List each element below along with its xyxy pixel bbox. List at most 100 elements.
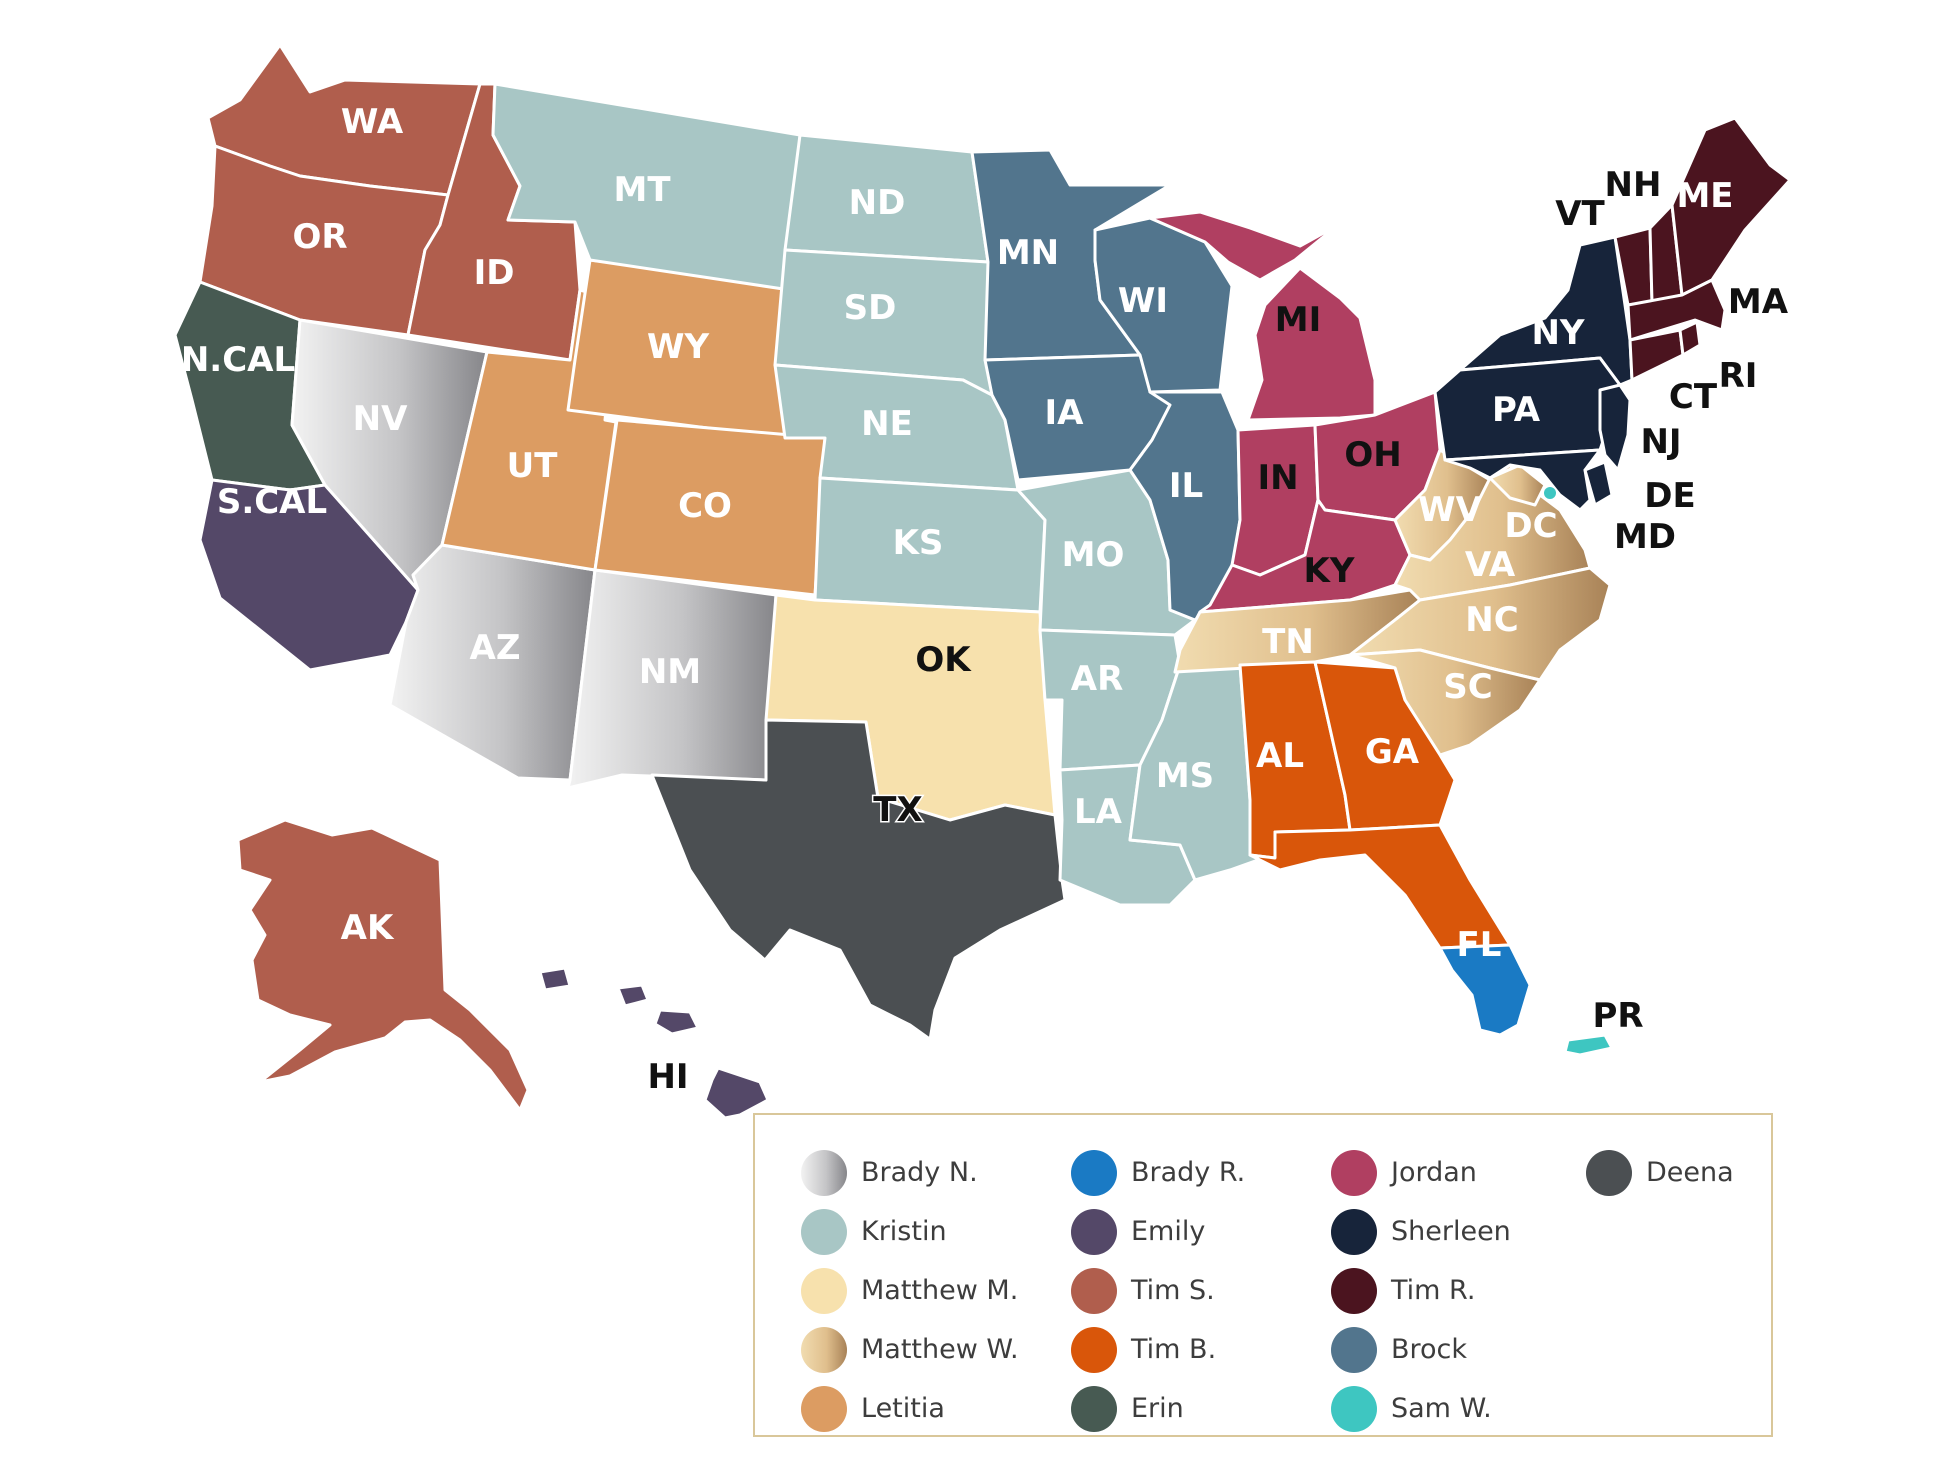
label-IN: IN — [1257, 458, 1298, 498]
legend-label: Brock — [1391, 1334, 1468, 1365]
label-MA: MA — [1728, 282, 1789, 322]
legend-label: Jordan — [1391, 1157, 1477, 1188]
legend-swatch — [801, 1208, 847, 1255]
state-PR — [1563, 1033, 1614, 1057]
label-UT: UT — [507, 446, 559, 486]
legend-item: Brady N. — [801, 1143, 1071, 1202]
label-OR: OR — [292, 217, 347, 257]
label-WV: WV — [1418, 490, 1483, 530]
state-DE — [1583, 460, 1614, 507]
state-CT — [1628, 328, 1685, 382]
state-MI — [1246, 266, 1377, 422]
legend-label: Brady N. — [861, 1157, 978, 1188]
legend-label: Matthew W. — [861, 1334, 1019, 1365]
label-ID: ID — [474, 253, 515, 293]
label-KS: KS — [893, 523, 944, 563]
legend-label: Tim R. — [1391, 1275, 1476, 1306]
legend-item: Kristin — [801, 1202, 1071, 1261]
label-MO: MO — [1062, 535, 1125, 575]
label-ME: ME — [1676, 176, 1733, 216]
label-SCAL: S.CAL — [217, 482, 327, 522]
legend-label: Emily — [1131, 1216, 1206, 1247]
state-SCAL — [198, 478, 420, 672]
legend-item: Matthew W. — [801, 1320, 1071, 1379]
label-HI: HI — [647, 1057, 688, 1097]
label-OH: OH — [1344, 435, 1401, 475]
legend-label: Deena — [1646, 1157, 1734, 1188]
state-GA — [1313, 660, 1457, 832]
state-HI — [703, 1066, 770, 1120]
legend-swatch — [801, 1149, 847, 1196]
legend-item — [1586, 1320, 1786, 1379]
legend-label: Tim B. — [1131, 1334, 1217, 1365]
legend-label: Kristin — [861, 1216, 947, 1247]
state-RI — [1678, 320, 1702, 357]
label-SD: SD — [844, 288, 897, 328]
label-GA: GA — [1365, 732, 1420, 772]
label-MS: MS — [1156, 756, 1214, 796]
label-NC: NC — [1465, 600, 1518, 640]
state-HI-kauai — [538, 966, 572, 992]
label-DE: DE — [1644, 476, 1695, 516]
label-NV: NV — [353, 399, 408, 439]
legend-label: Sherleen — [1391, 1216, 1511, 1247]
state-MD — [1443, 448, 1602, 512]
label-OK: OK — [915, 640, 972, 680]
label-WA: WA — [341, 102, 404, 142]
legend-swatch — [1331, 1385, 1377, 1432]
label-AZ: AZ — [470, 628, 521, 668]
label-TX: TX — [873, 790, 922, 830]
label-TN: TN — [1262, 622, 1314, 662]
legend-item: Deena — [1586, 1143, 1786, 1202]
legend-item: Tim S. — [1071, 1261, 1331, 1320]
label-LA: LA — [1074, 792, 1123, 832]
legend-label: Sam W. — [1391, 1393, 1492, 1424]
legend-swatch — [1071, 1208, 1117, 1255]
label-NM: NM — [639, 652, 701, 692]
legend-swatch — [1331, 1149, 1377, 1196]
state-SFL — [1438, 943, 1532, 1037]
label-AL: AL — [1256, 736, 1304, 776]
label-DC: DC — [1504, 506, 1557, 546]
label-MD: MD — [1614, 517, 1676, 557]
label-MI: MI — [1275, 300, 1321, 340]
legend-swatch — [801, 1267, 847, 1314]
legend-swatch — [1331, 1208, 1377, 1255]
label-CT: CT — [1669, 377, 1718, 417]
label-WY: WY — [647, 327, 710, 367]
label-VA: VA — [1465, 545, 1516, 585]
legend-swatch — [1331, 1267, 1377, 1314]
legend-swatch — [801, 1385, 847, 1432]
state-TX — [650, 718, 1067, 1047]
label-NJ: NJ — [1640, 422, 1681, 462]
label-PA: PA — [1492, 390, 1541, 430]
legend-swatch — [1071, 1267, 1117, 1314]
label-CO: CO — [678, 486, 732, 526]
state-UT — [440, 288, 619, 572]
label-AR: AR — [1071, 659, 1124, 699]
legend: Brady N. Brady R. Jordan Deena Kristin Emily S… — [753, 1113, 1773, 1437]
label-NY: NY — [1531, 313, 1584, 353]
legend-item: Jordan — [1331, 1143, 1586, 1202]
legend-item — [1586, 1202, 1786, 1261]
legend-grid: Brady N. Brady R. Jordan Deena Kristin Emily S… — [801, 1143, 1786, 1438]
legend-item: Letitia — [801, 1379, 1071, 1438]
label-NE: NE — [861, 404, 913, 444]
legend-item: Sherleen — [1331, 1202, 1586, 1261]
label-FL: FL — [1457, 925, 1502, 965]
label-RI: RI — [1719, 356, 1758, 396]
label-IL: IL — [1169, 466, 1203, 506]
legend-swatch — [1071, 1149, 1117, 1196]
label-ND: ND — [849, 183, 906, 223]
legend-item: Erin — [1071, 1379, 1331, 1438]
legend-swatch — [1331, 1326, 1377, 1373]
legend-item: Brock — [1331, 1320, 1586, 1379]
label-NH: NH — [1605, 165, 1662, 205]
dc-marker — [1544, 487, 1556, 499]
legend-label: Matthew M. — [861, 1275, 1019, 1306]
state-HI-oahu — [616, 983, 650, 1008]
label-IA: IA — [1045, 393, 1085, 433]
label-NCAL: N.CAL — [181, 340, 295, 380]
label-MN: MN — [997, 233, 1059, 273]
